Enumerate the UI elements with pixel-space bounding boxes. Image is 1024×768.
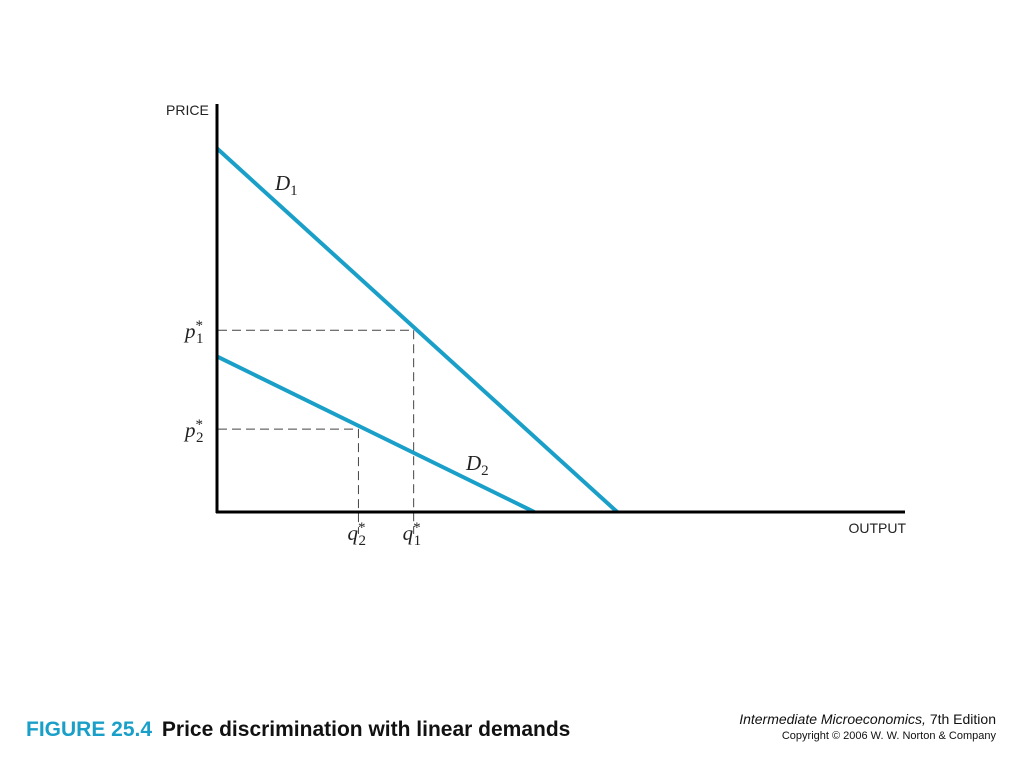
- curve-label-d2: D2: [465, 451, 489, 479]
- demand-curves: [215, 146, 619, 514]
- tick-label-q2: q* 2: [347, 520, 366, 549]
- chart-labels: D1 D2 p* 1 p* 2 q* 2 q* 1: [183, 171, 489, 549]
- figure-title: Price discrimination with linear demands: [161, 718, 571, 741]
- book-credit: Intermediate Microeconomics, 7th Edition…: [739, 711, 996, 742]
- copyright: Copyright © 2006 W. W. Norton & Company: [781, 730, 996, 742]
- tick-label-q1: q* 1: [403, 520, 422, 549]
- guide-lines: [218, 329, 415, 534]
- book-title: Intermediate Microeconomics,: [739, 711, 926, 727]
- demand-curve-d1: [215, 146, 619, 514]
- figure-number: FIGURE 25.4: [26, 718, 153, 741]
- x-axis-label: OUTPUT: [848, 520, 906, 536]
- tick-label-p2: p* 2: [183, 417, 204, 446]
- curve-label-d1: D1: [274, 171, 298, 199]
- book-edition: 7th Edition: [929, 711, 996, 727]
- y-axis-label: PRICE: [166, 102, 209, 118]
- figure-caption: FIGURE 25.4 Price discrimination with li…: [26, 718, 570, 742]
- tick-label-p1: p* 1: [183, 318, 204, 347]
- demand-curve-d2: [216, 354, 536, 514]
